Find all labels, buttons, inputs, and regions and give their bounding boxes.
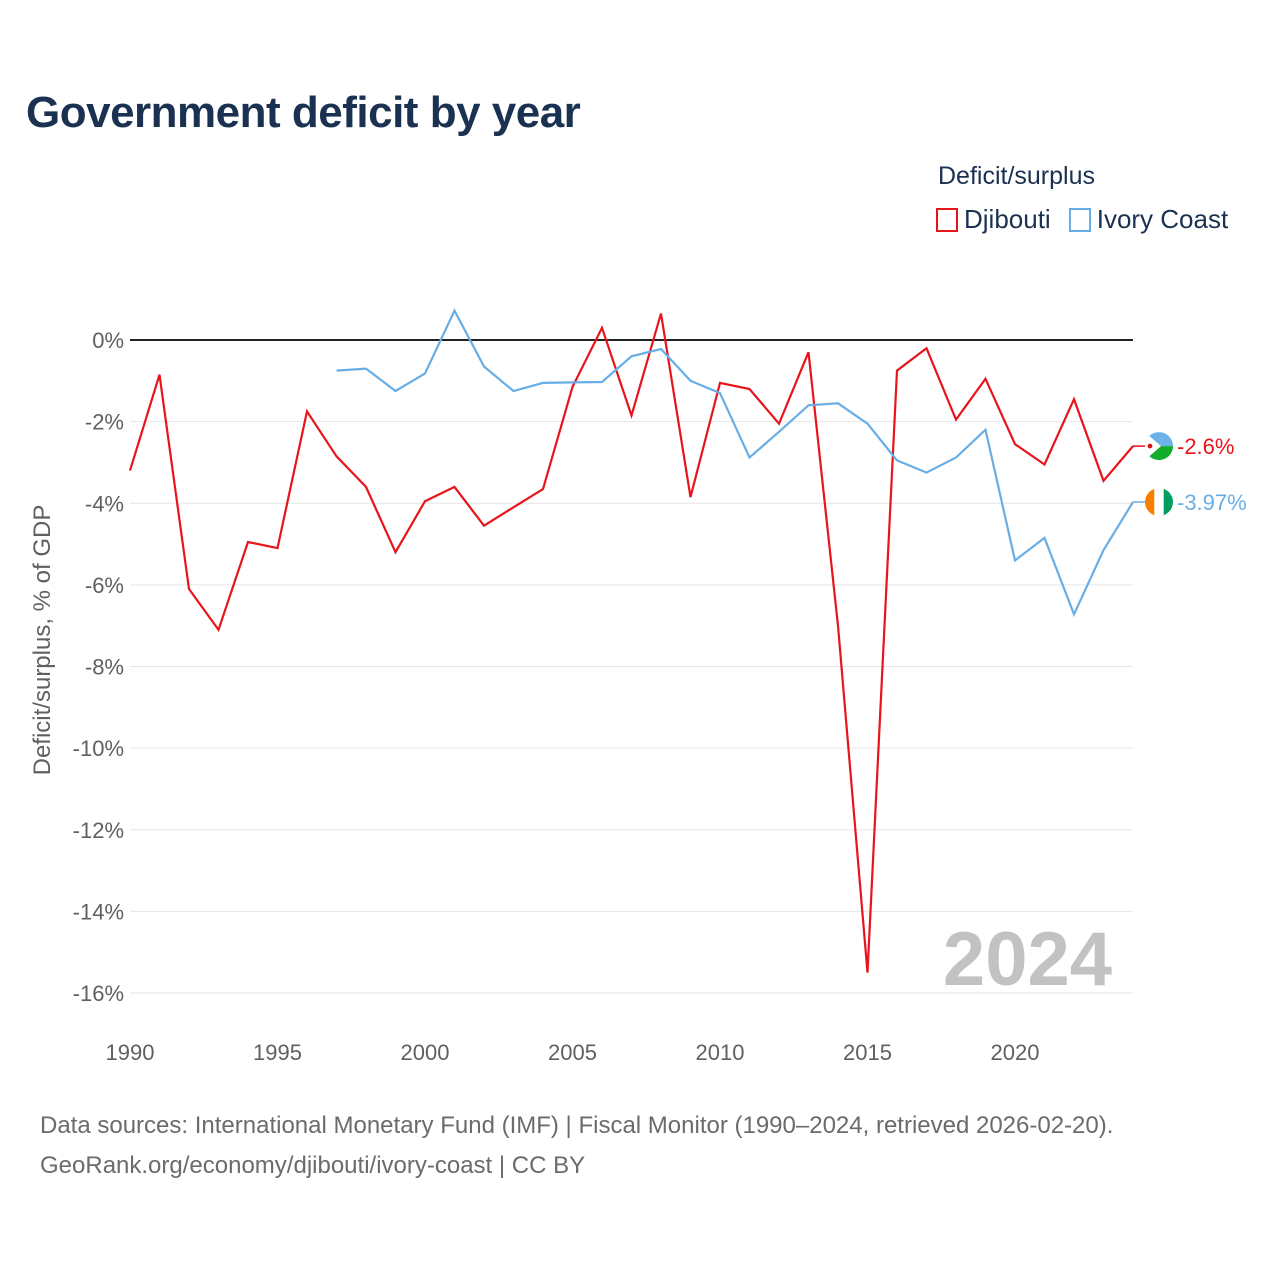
y-tick-label: -8% — [85, 655, 124, 680]
gridlines — [130, 339, 1133, 994]
chart-title: Government deficit by year — [26, 88, 581, 137]
legend-item-ivory-coast[interactable]: Ivory Coast — [1068, 204, 1229, 235]
y-tick-label: -12% — [73, 818, 124, 843]
end-label-djibouti: -2.6% — [1177, 434, 1234, 459]
y-tick-labels: 0% -2% -4% -6% -8% -10% -12% -14% -16% — [73, 328, 124, 1006]
legend-swatch-djibouti — [936, 207, 958, 232]
y-tick-label: -6% — [85, 573, 124, 598]
series-line-djibouti — [128, 313, 1134, 973]
x-tick-label: 1995 — [253, 1040, 302, 1065]
y-axis-label: Deficit/surplus, % of GDP — [29, 505, 56, 776]
end-flags — [1145, 432, 1173, 517]
flag-djibouti-icon — [1145, 432, 1173, 461]
series-lines — [128, 308, 1147, 973]
y-tick-label: -16% — [73, 981, 124, 1006]
y-tick-label: -4% — [85, 491, 124, 516]
y-tick-label: -14% — [73, 899, 124, 924]
end-labels: -2.6% -3.97% — [1177, 434, 1247, 515]
flag-ivory-coast-icon — [1145, 488, 1173, 517]
x-tick-labels: 1990 1995 2000 2005 2010 2015 2020 — [106, 1040, 1040, 1065]
legend-swatch-ivory-coast — [1068, 207, 1091, 232]
line-chart: 0% -2% -4% -6% -8% -10% -12% -14% -16% 1990 1995 2… — [29, 308, 1247, 1065]
legend-label-ivory-coast: Ivory Coast — [1096, 204, 1229, 234]
end-label-ivory-coast: -3.97% — [1177, 490, 1247, 515]
year-watermark: 2024 — [943, 917, 1112, 1002]
y-tick-label: -10% — [73, 736, 124, 761]
legend-item-djibouti[interactable]: Djibouti — [936, 204, 1051, 235]
x-tick-label: 2005 — [548, 1040, 597, 1065]
source-line-2: GeoRank.org/economy/djibouti/ivory-coast… — [40, 1152, 586, 1179]
x-tick-label: 2010 — [696, 1040, 745, 1065]
legend: Djibouti Ivory Coast — [936, 204, 1246, 235]
source-note: Data sources: International Monetary Fun… — [40, 1106, 1113, 1186]
x-tick-label: 2015 — [843, 1040, 892, 1065]
series-line-ivory-coast — [336, 308, 1134, 618]
legend-label-djibouti: Djibouti — [964, 204, 1051, 234]
x-tick-label: 2020 — [991, 1040, 1040, 1065]
x-tick-label: 2000 — [401, 1040, 450, 1065]
x-tick-label: 1990 — [106, 1040, 155, 1065]
y-tick-label: -2% — [85, 410, 124, 435]
source-line-1: Data sources: International Monetary Fun… — [40, 1112, 1114, 1139]
y-tick-label: 0% — [92, 328, 124, 353]
legend-title: Deficit/surplus — [938, 162, 1095, 190]
